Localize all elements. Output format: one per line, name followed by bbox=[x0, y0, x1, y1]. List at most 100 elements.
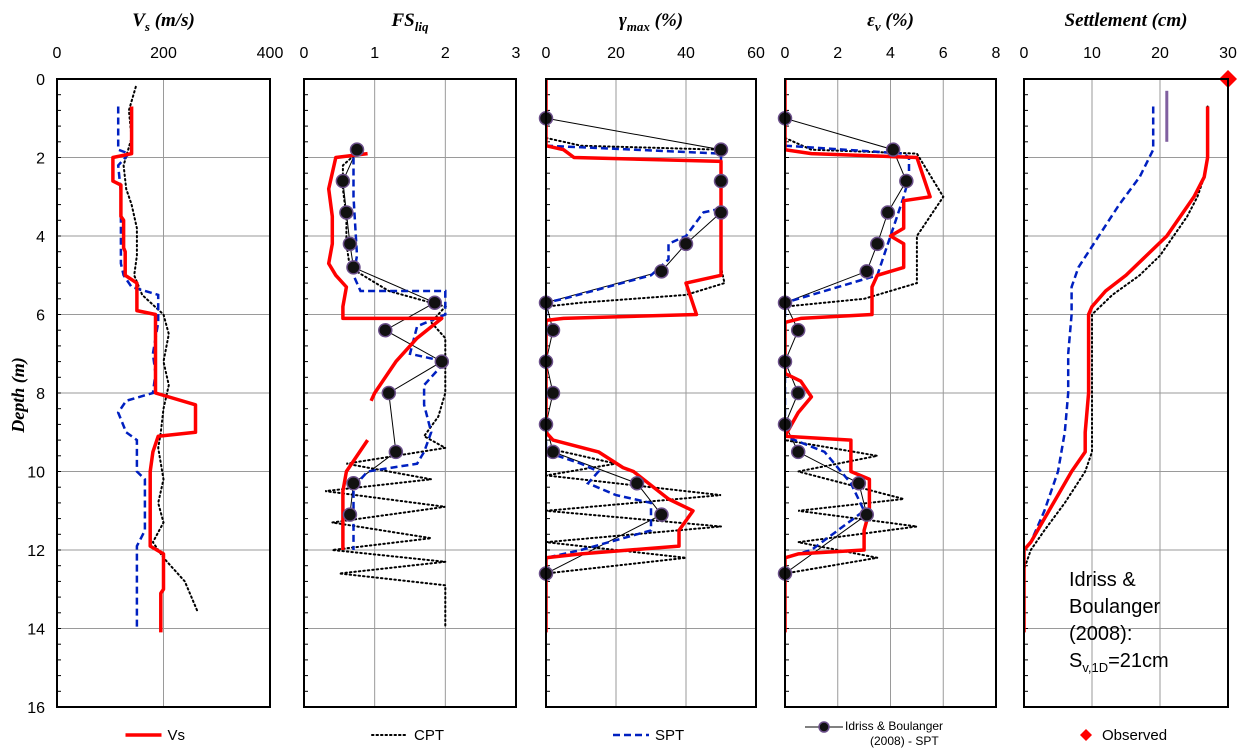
series-group bbox=[785, 79, 945, 633]
marker-point bbox=[870, 236, 885, 252]
legend-ib-label-1: Idriss & Boulanger bbox=[845, 719, 943, 733]
x-tick-label: 4 bbox=[886, 45, 895, 62]
x-tick-label: 60 bbox=[747, 45, 765, 62]
marker-point bbox=[349, 142, 365, 157]
marker-point bbox=[346, 260, 361, 275]
series-vs bbox=[546, 79, 723, 633]
legend-cpt-label: CPT bbox=[414, 727, 444, 744]
y-tick-label: 4 bbox=[36, 229, 45, 246]
marker-point bbox=[339, 205, 354, 220]
x-tick-label: 2 bbox=[833, 45, 842, 62]
marker-point bbox=[434, 354, 450, 369]
marker-point bbox=[859, 507, 875, 522]
annotation-line-1: Idriss & bbox=[1069, 569, 1136, 591]
series-group bbox=[111, 85, 200, 633]
y-tick-label: 14 bbox=[27, 622, 45, 639]
panel-title: Vs (m/s) bbox=[132, 10, 195, 34]
y-tick-label: 2 bbox=[36, 151, 45, 168]
marker-point bbox=[880, 205, 896, 220]
series-cpt bbox=[122, 85, 200, 614]
idriss-boulanger-annotation: Idriss & Boulanger (2008): Sv,1D=21cm bbox=[1069, 569, 1169, 675]
marker-point bbox=[427, 295, 442, 310]
panel-eps: 0 2 4 6 8 εv (%) Idriss & Boulanger(2008) - SP… bbox=[777, 10, 1001, 748]
panel-vs: 0 200 400 Vs (m/s) Vs bbox=[53, 10, 284, 744]
panel-settle: 0 10 20 30 Settlement (cm) Observed bbox=[1020, 10, 1237, 744]
marker-point bbox=[342, 236, 358, 252]
x-tick-label: 1 bbox=[370, 45, 379, 62]
plot-frame bbox=[303, 78, 517, 708]
series-vs bbox=[111, 106, 198, 633]
x-tick-label: 0 bbox=[300, 45, 309, 62]
x-tick-label: 2 bbox=[441, 45, 450, 62]
marker-point bbox=[381, 385, 397, 401]
marker-point bbox=[545, 385, 561, 401]
series-idriss-boulanger-2008-spt bbox=[785, 117, 907, 574]
panel-title: εv (%) bbox=[867, 10, 914, 34]
marker-point bbox=[678, 236, 694, 252]
marker-point bbox=[654, 507, 669, 522]
y-tick-label: 10 bbox=[27, 465, 45, 482]
marker-point bbox=[713, 205, 729, 220]
marker-point bbox=[851, 476, 867, 491]
annotation-line-3: (2008): bbox=[1069, 623, 1132, 645]
marker-point bbox=[654, 264, 669, 279]
marker-point bbox=[545, 444, 561, 460]
series-vs bbox=[1024, 106, 1210, 633]
legend-vs-label: Vs bbox=[168, 727, 186, 744]
marker-point bbox=[899, 173, 914, 189]
panel-title: Settlement (cm) bbox=[1065, 10, 1188, 31]
annotation-line-2: Boulanger bbox=[1069, 596, 1161, 618]
y-tick-label: 6 bbox=[36, 308, 45, 325]
marker-point bbox=[378, 322, 393, 338]
x-tick-label: 10 bbox=[1083, 45, 1101, 62]
marker-point bbox=[859, 264, 875, 279]
panel-title: γmax (%) bbox=[619, 10, 683, 34]
marker-point bbox=[629, 476, 645, 491]
x-tick-label: 200 bbox=[150, 45, 177, 62]
legend-spt-label: SPT bbox=[655, 727, 684, 744]
panel-title: FSliq bbox=[391, 10, 429, 34]
series-cpt bbox=[1024, 105, 1209, 630]
x-tick-label: 20 bbox=[1151, 45, 1169, 62]
legend-observed-label: Observed bbox=[1102, 727, 1167, 744]
x-tick-label: 8 bbox=[992, 45, 1001, 62]
panel-fs: 0 1 2 3 FSliq CPT bbox=[300, 10, 521, 744]
y-tick-label: 8 bbox=[36, 386, 45, 403]
x-tick-label: 3 bbox=[512, 45, 521, 62]
x-tick-label: 0 bbox=[542, 45, 551, 62]
plot-frame bbox=[545, 78, 757, 708]
marker-point bbox=[790, 385, 806, 401]
legend-ib-label-2: (2008) - SPT bbox=[870, 734, 939, 748]
plot-frame bbox=[56, 78, 271, 708]
marker-point bbox=[790, 444, 806, 460]
panel-gamma: 0 20 40 60 γmax (%) SPT bbox=[538, 10, 765, 744]
x-tick-label: 0 bbox=[781, 45, 790, 62]
series-vs bbox=[785, 79, 932, 633]
x-tick-label: 400 bbox=[257, 45, 284, 62]
marker-point bbox=[388, 444, 404, 460]
y-tick-label: 16 bbox=[27, 700, 45, 717]
plot-frame bbox=[1023, 78, 1229, 708]
legend-ib-marker bbox=[818, 721, 830, 733]
marker-point bbox=[346, 476, 361, 491]
series-spt bbox=[352, 157, 448, 550]
x-tick-label: 0 bbox=[53, 45, 62, 62]
marker-point bbox=[713, 173, 729, 189]
series-vs bbox=[341, 439, 370, 550]
marker-point bbox=[713, 142, 729, 157]
series-spt bbox=[1024, 106, 1155, 629]
marker-point bbox=[790, 322, 806, 338]
x-tick-label: 6 bbox=[939, 45, 948, 62]
plot-frame bbox=[784, 78, 997, 708]
legend-observed-marker bbox=[1080, 729, 1092, 741]
marker-point bbox=[335, 173, 351, 189]
x-tick-label: 0 bbox=[1020, 45, 1029, 62]
marker-point bbox=[885, 142, 901, 157]
marker-point bbox=[545, 322, 561, 338]
series-group bbox=[1024, 90, 1210, 633]
x-tick-label: 20 bbox=[607, 45, 625, 62]
series-idriss-boulanger-2008-spt bbox=[546, 117, 722, 574]
x-tick-label: 30 bbox=[1219, 45, 1237, 62]
annotation-line-4: Sv,1D=21cm bbox=[1069, 650, 1169, 675]
